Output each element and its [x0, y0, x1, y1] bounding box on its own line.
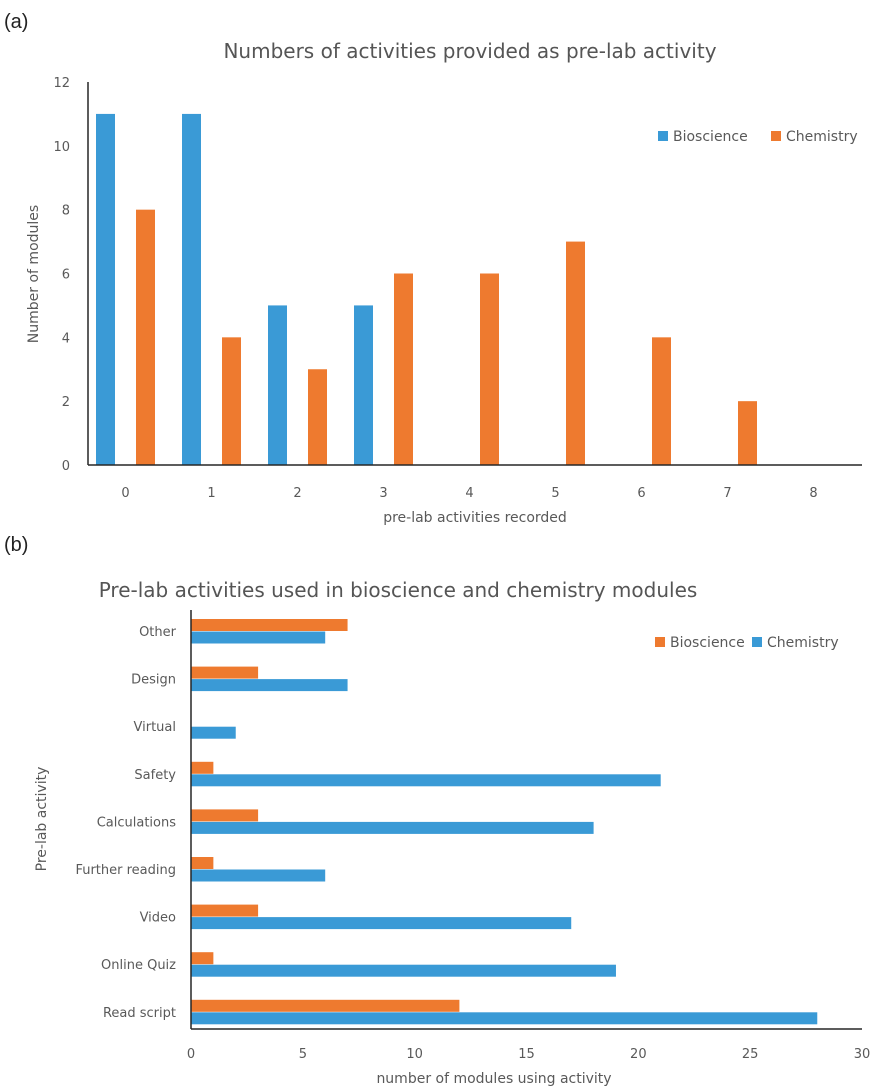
chart-b-legend-swatch-1 — [752, 637, 762, 647]
chart-b-y-tick-online-quiz: Online Quiz — [101, 958, 176, 973]
chart-b-x-tick-1: 5 — [299, 1047, 307, 1062]
chart-a-legend: Bioscience Chemistry — [658, 129, 858, 145]
chart-b-legend-label-1: Chemistry — [767, 635, 839, 651]
chart-b-x-tick-4: 20 — [630, 1047, 647, 1062]
chart-b-bar-bioscience-safety — [191, 761, 214, 774]
chart-b-y-tick-other: Other — [139, 625, 177, 640]
chart-b-bar-chemistry-safety — [191, 774, 661, 787]
chart-a-legend-label-1: Chemistry — [786, 129, 858, 145]
chart-a-bar-chemistry-4 — [480, 273, 499, 465]
chart-b-legend: Bioscience Chemistry — [655, 635, 839, 651]
chart-a-y-tick-2: 4 — [62, 331, 70, 346]
chart-b-x-tick-3: 15 — [518, 1047, 535, 1062]
chart-a-y-tick-5: 10 — [53, 140, 70, 155]
chart-a-bar-bioscience-1 — [182, 113, 201, 466]
chart-a-x-label: pre-lab activities recorded — [383, 510, 567, 526]
chart-b-bars — [191, 619, 818, 1025]
chart-a-x-tick-4: 4 — [465, 486, 473, 501]
panel-label-b: (b) — [4, 534, 28, 556]
chart-b-bar-bioscience-other — [191, 619, 348, 631]
chart-a-bar-chemistry-6 — [652, 337, 671, 465]
chart-a-x-tick-7: 7 — [723, 486, 731, 501]
chart-a: (a) Numbers of activities provided as pr… — [4, 11, 862, 526]
chart-a-x-tick-0: 0 — [121, 486, 129, 501]
chart-a-x-tick-2: 2 — [293, 486, 301, 501]
chart-b-bar-chemistry-further-reading — [191, 869, 326, 882]
chart-a-x-tick-5: 5 — [551, 486, 559, 501]
chart-a-x-tick-3: 3 — [379, 486, 387, 501]
chart-b-x-tick-0: 0 — [187, 1047, 195, 1062]
chart-a-bar-chemistry-5 — [566, 241, 585, 465]
chart-a-bar-chemistry-1 — [222, 337, 241, 465]
chart-b-bar-chemistry-online-quiz — [191, 964, 616, 977]
chart-a-y-ticks: 0 2 4 6 8 10 12 — [53, 76, 70, 474]
chart-b-x-tick-2: 10 — [406, 1047, 423, 1062]
chart-a-bar-bioscience-0 — [96, 113, 115, 466]
chart-a-y-tick-4: 8 — [62, 204, 70, 219]
chart-b-bar-bioscience-calculations — [191, 809, 259, 822]
chart-a-y-tick-6: 12 — [53, 76, 70, 91]
chart-b-legend-label-0: Bioscience — [670, 635, 745, 651]
chart-a-y-tick-3: 6 — [62, 268, 70, 283]
chart-a-bar-chemistry-0 — [136, 209, 155, 465]
chart-b-y-tick-design: Design — [131, 673, 176, 688]
chart-b-bar-chemistry-read-script — [191, 1012, 818, 1025]
chart-b-bar-bioscience-read-script — [191, 999, 460, 1012]
chart-b-bar-chemistry-virtual — [191, 726, 236, 739]
chart-b-y-tick-safety: Safety — [134, 768, 176, 783]
chart-b-y-ticks: Other Design Virtual Safety Calculations Furt… — [75, 625, 176, 1021]
chart-a-x-tick-6: 6 — [637, 486, 645, 501]
chart-a-legend-label-0: Bioscience — [673, 129, 748, 145]
chart-b-y-tick-virtual: Virtual — [134, 720, 176, 735]
chart-a-legend-swatch-1 — [771, 131, 781, 141]
chart-b-bar-bioscience-design — [191, 666, 259, 679]
chart-a-y-label: Number of modules — [26, 205, 42, 343]
chart-b-y-tick-read-script: Read script — [103, 1006, 176, 1021]
panel-label-a: (a) — [4, 11, 28, 33]
chart-a-x-tick-1: 1 — [207, 486, 215, 501]
chart-a-bar-chemistry-2 — [308, 369, 327, 465]
chart-b-bar-chemistry-design — [191, 679, 348, 692]
chart-b: (b) Pre-lab activities used in bioscienc… — [4, 534, 870, 1087]
chart-b-bar-bioscience-further-reading — [191, 857, 214, 869]
chart-a-bar-chemistry-7 — [738, 401, 757, 465]
chart-b-y-label: Pre-lab activity — [34, 767, 50, 872]
chart-a-legend-swatch-0 — [658, 131, 668, 141]
chart-b-x-ticks: 0 5 10 15 20 25 30 — [187, 1047, 870, 1062]
chart-b-bar-bioscience-online-quiz — [191, 952, 214, 965]
chart-b-legend-swatch-0 — [655, 637, 665, 647]
chart-b-bar-chemistry-calculations — [191, 821, 594, 834]
chart-a-bar-bioscience-2 — [268, 305, 287, 465]
chart-b-y-tick-calculations: Calculations — [97, 815, 177, 830]
chart-b-bar-chemistry-video — [191, 917, 572, 930]
chart-a-bar-chemistry-3 — [394, 273, 413, 465]
chart-b-x-tick-6: 30 — [854, 1047, 871, 1062]
chart-b-x-tick-5: 25 — [742, 1047, 759, 1062]
chart-b-y-tick-video: Video — [140, 911, 176, 926]
chart-a-bar-bioscience-3 — [354, 305, 373, 465]
chart-a-y-tick-1: 2 — [62, 395, 70, 410]
chart-b-y-tick-further-reading: Further reading — [75, 863, 176, 878]
chart-b-bar-bioscience-video — [191, 904, 259, 917]
chart-a-x-ticks: 0 1 2 3 4 5 6 7 8 — [121, 486, 817, 501]
chart-a-y-tick-0: 0 — [62, 459, 70, 474]
chart-a-title: Numbers of activities provided as pre-la… — [223, 39, 716, 63]
chart-b-title: Pre-lab activities used in bioscience an… — [99, 578, 698, 602]
chart-a-bars — [96, 113, 757, 466]
chart-b-bar-chemistry-other — [191, 631, 326, 644]
chart-a-x-tick-8: 8 — [809, 486, 817, 501]
chart-b-x-label: number of modules using activity — [376, 1071, 611, 1087]
